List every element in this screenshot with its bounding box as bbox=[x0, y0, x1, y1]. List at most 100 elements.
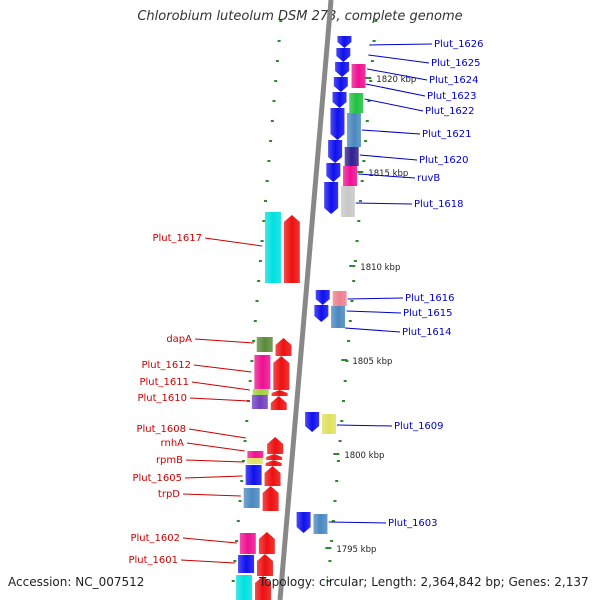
reverse-label-leader bbox=[182, 537, 237, 544]
tick-mark-right bbox=[326, 580, 330, 582]
tick-mark-right bbox=[343, 380, 347, 382]
reverse-gene-arrow bbox=[258, 532, 275, 554]
tick-mark-right bbox=[364, 140, 368, 142]
reverse-feature-block bbox=[252, 389, 269, 395]
tick-mark-left bbox=[240, 480, 244, 482]
reverse-gene-arrow bbox=[267, 437, 284, 454]
tick-mark-right bbox=[359, 200, 362, 202]
tick-mark-left bbox=[279, 20, 283, 22]
reverse-gene-label: rpmB bbox=[156, 455, 183, 466]
tick-mark-right bbox=[350, 300, 354, 302]
reverse-feature-block bbox=[238, 555, 255, 573]
forward-label-leader bbox=[368, 54, 430, 64]
forward-label-leader bbox=[367, 68, 428, 81]
tick-mark-right bbox=[362, 160, 366, 162]
forward-label-leader bbox=[369, 43, 433, 46]
tick-mark-left bbox=[255, 300, 259, 302]
tick-mark-right bbox=[369, 80, 373, 82]
tick-mark-left bbox=[260, 240, 264, 242]
tick-mark-left bbox=[265, 180, 269, 182]
tick-mark-right bbox=[370, 60, 374, 62]
kbp-label: 1800 kbp bbox=[344, 451, 384, 461]
forward-gene-arrow bbox=[305, 412, 320, 432]
tick-mark-left bbox=[275, 60, 279, 62]
forward-gene-label: Plut_1620 bbox=[419, 155, 469, 166]
topology-text: Topology: circular; Length: 2,364,842 bp… bbox=[259, 575, 589, 589]
reverse-feature-block bbox=[236, 575, 253, 600]
kbp-tick bbox=[349, 265, 356, 267]
forward-feature-block bbox=[331, 306, 346, 328]
tick-mark-right bbox=[328, 560, 332, 562]
tick-mark-right bbox=[333, 500, 337, 502]
forward-gene-label: Plut_1624 bbox=[429, 75, 479, 86]
forward-gene-arrow bbox=[336, 48, 351, 62]
kbp-tick bbox=[325, 547, 332, 549]
forward-label-leader bbox=[345, 327, 401, 333]
reverse-label-leader bbox=[185, 459, 244, 463]
tick-mark-left bbox=[272, 100, 276, 102]
reverse-label-leader bbox=[182, 493, 241, 497]
reverse-gene-label: Plut_1608 bbox=[136, 424, 186, 435]
forward-gene-arrow bbox=[315, 290, 330, 305]
forward-label-leader bbox=[347, 297, 404, 300]
reverse-gene-arrow bbox=[256, 554, 273, 576]
genome-backbone bbox=[277, 0, 334, 600]
forward-gene-label: Plut_1618 bbox=[414, 199, 464, 210]
forward-gene-label: Plut_1625 bbox=[431, 58, 481, 69]
reverse-gene-arrow bbox=[275, 338, 292, 356]
reverse-feature-block bbox=[251, 395, 268, 409]
reverse-gene-label: Plut_1601 bbox=[128, 555, 178, 566]
forward-gene-label: Plut_1603 bbox=[388, 518, 438, 529]
tick-mark-right bbox=[372, 40, 376, 42]
reverse-gene-arrow bbox=[264, 466, 281, 486]
forward-feature-block bbox=[313, 514, 328, 534]
reverse-gene-label: Plut_1605 bbox=[132, 473, 182, 484]
tick-mark-right bbox=[347, 340, 351, 342]
kbp-label: 1795 kbp bbox=[336, 545, 376, 555]
forward-feature-block bbox=[332, 291, 347, 306]
tick-mark-left bbox=[267, 160, 271, 162]
reverse-label-leader bbox=[194, 338, 254, 344]
reverse-feature-block bbox=[254, 355, 271, 389]
tick-mark-right bbox=[335, 480, 339, 482]
forward-gene-arrow bbox=[337, 36, 352, 48]
tick-mark-left bbox=[236, 520, 240, 522]
forward-feature-block bbox=[343, 166, 358, 186]
reverse-gene-label: rnhA bbox=[161, 438, 185, 449]
reverse-feature-block bbox=[256, 337, 273, 352]
tick-mark-right bbox=[353, 260, 357, 262]
forward-gene-label: Plut_1615 bbox=[403, 308, 453, 319]
reverse-gene-label: trpD bbox=[158, 489, 180, 500]
reverse-gene-arrow bbox=[270, 396, 287, 410]
forward-feature-block bbox=[351, 64, 366, 88]
reverse-gene-arrow bbox=[273, 356, 290, 390]
tick-mark-left bbox=[257, 280, 261, 282]
reverse-label-leader bbox=[184, 475, 243, 479]
forward-gene-label: Plut_1626 bbox=[434, 39, 484, 50]
tick-mark-right bbox=[336, 460, 340, 462]
reverse-feature-block bbox=[239, 533, 256, 554]
tick-mark-right bbox=[348, 320, 352, 322]
reverse-gene-label: Plut_1602 bbox=[130, 533, 180, 544]
forward-feature-block bbox=[346, 113, 361, 147]
reverse-gene-arrow bbox=[255, 576, 272, 600]
forward-gene-label: Plut_1622 bbox=[425, 106, 475, 117]
forward-feature-block bbox=[321, 414, 336, 434]
tick-mark-right bbox=[340, 420, 344, 422]
kbp-tick bbox=[365, 77, 372, 79]
tick-mark-left bbox=[252, 340, 256, 342]
tick-mark-left bbox=[238, 500, 242, 502]
reverse-label-leader bbox=[191, 381, 250, 391]
reverse-gene-label: Plut_1612 bbox=[141, 360, 191, 371]
tick-mark-left bbox=[253, 320, 257, 322]
tick-mark-right bbox=[338, 440, 342, 442]
tick-mark-left bbox=[233, 560, 237, 562]
kbp-label: 1820 kbp bbox=[376, 75, 416, 85]
kbp-tick bbox=[357, 171, 364, 173]
map-title: Chlorobium luteolum DSM 273, complete ge… bbox=[137, 9, 463, 24]
tick-mark-left bbox=[231, 580, 235, 582]
tick-mark-left bbox=[264, 200, 267, 202]
forward-label-leader bbox=[355, 202, 413, 205]
tick-mark-right bbox=[367, 100, 371, 102]
